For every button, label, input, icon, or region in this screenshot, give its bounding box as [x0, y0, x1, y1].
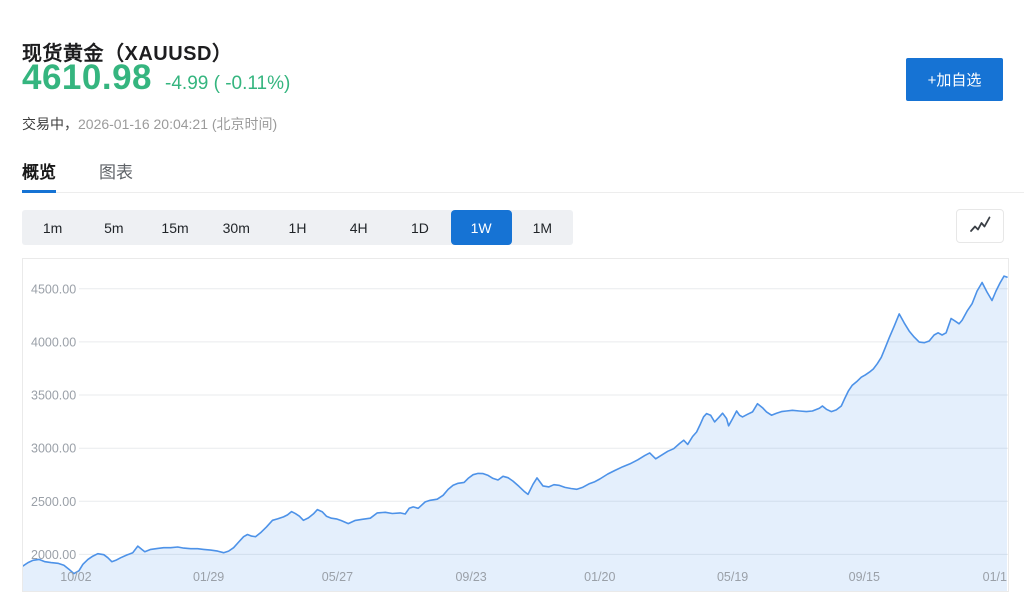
svg-text:05/27: 05/27	[322, 570, 353, 584]
svg-text:01/29: 01/29	[193, 570, 224, 584]
timeframe-1h[interactable]: 1H	[267, 210, 328, 245]
svg-text:01/1: 01/1	[983, 570, 1007, 584]
price-chart[interactable]: 4500.00 4000.00 3500.00 3000.00 2500.00 2000.…	[22, 258, 1009, 592]
svg-text:3500.00: 3500.00	[31, 389, 76, 403]
svg-text:10/02: 10/02	[60, 570, 91, 584]
svg-text:4500.00: 4500.00	[31, 282, 76, 296]
svg-text:01/20: 01/20	[584, 570, 615, 584]
timeframe-bar: 1m 5m 15m 30m 1H 4H 1D 1W 1M	[22, 210, 573, 245]
timeframe-15m[interactable]: 15m	[144, 210, 205, 245]
timeframe-5m[interactable]: 5m	[83, 210, 144, 245]
tab-overview[interactable]: 概览	[22, 158, 56, 193]
area-chart-svg: 4500.00 4000.00 3500.00 3000.00 2500.00 2000.…	[23, 275, 1008, 591]
svg-text:2000.00: 2000.00	[31, 548, 76, 562]
svg-text:3000.00: 3000.00	[31, 442, 76, 456]
timeframe-1M[interactable]: 1M	[512, 210, 573, 245]
timeframe-30m[interactable]: 30m	[206, 210, 267, 245]
price-change: -4.99 ( -0.11%)	[165, 73, 291, 94]
svg-text:09/23: 09/23	[455, 570, 486, 584]
line-chart-icon	[968, 216, 992, 237]
quote-timestamp: 2026-01-16 20:04:21 (北京时间)	[78, 116, 278, 132]
trading-status: 交易中，	[22, 116, 78, 132]
timeframe-1m[interactable]: 1m	[22, 210, 83, 245]
tab-bar: 概览 图表	[22, 158, 1024, 193]
timeframe-1d[interactable]: 1D	[389, 210, 450, 245]
svg-text:09/15: 09/15	[849, 570, 880, 584]
instrument-title: 现货黄金（XAUUSD）	[22, 43, 233, 66]
chart-type-button[interactable]	[956, 209, 1004, 243]
add-watchlist-button[interactable]: +加自选	[906, 58, 1003, 101]
status-row: 交易中，2026-01-16 20:04:21 (北京时间)	[22, 114, 277, 134]
tab-chart[interactable]: 图表	[99, 163, 133, 182]
timeframe-4h[interactable]: 4H	[328, 210, 389, 245]
svg-text:05/19: 05/19	[717, 570, 748, 584]
svg-text:4000.00: 4000.00	[31, 335, 76, 349]
current-price: 4610.98	[22, 58, 153, 97]
price-row: 4610.98 -4.99 ( -0.11%)	[22, 58, 290, 98]
svg-text:2500.00: 2500.00	[31, 495, 76, 509]
timeframe-1w[interactable]: 1W	[450, 210, 512, 245]
